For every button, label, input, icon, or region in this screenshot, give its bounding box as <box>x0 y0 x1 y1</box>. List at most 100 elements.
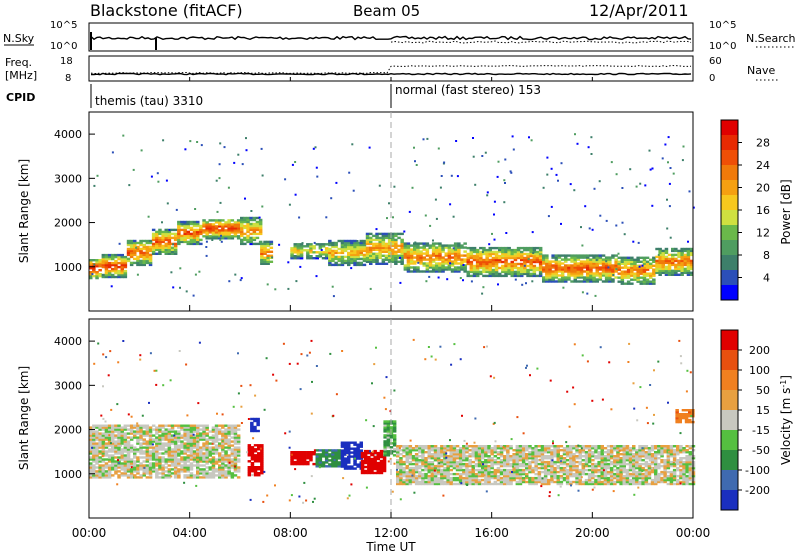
power-cell <box>642 272 647 275</box>
velocity-cell <box>584 445 589 448</box>
power-cell <box>595 280 599 283</box>
power-cell <box>296 253 301 256</box>
velocity-cell <box>484 466 488 470</box>
velocity-cell <box>496 476 501 480</box>
velocity-cell <box>597 474 601 478</box>
velocity-cell <box>192 440 197 443</box>
power-cell <box>151 252 156 255</box>
velocity-cell <box>493 472 498 476</box>
velocity-cell <box>340 441 345 444</box>
power-cell <box>158 252 162 255</box>
power-cell <box>655 255 659 259</box>
power-cell <box>133 239 137 243</box>
velocity-cell <box>350 467 354 470</box>
power-cell <box>246 228 250 232</box>
power-cell <box>494 268 499 272</box>
velocity-cell <box>334 449 338 452</box>
velocity-cell <box>192 476 197 479</box>
power-cell <box>347 241 351 245</box>
power-cell <box>564 268 568 271</box>
power-cell <box>475 270 480 274</box>
velocity-cell <box>581 459 586 462</box>
velocity-cell <box>506 464 510 468</box>
velocity-cell <box>603 462 608 466</box>
velocity-cell <box>518 451 523 454</box>
power-cell <box>353 261 357 265</box>
velocity-cell <box>233 462 238 465</box>
velocity-cell <box>414 470 419 474</box>
velocity-cell <box>609 449 614 452</box>
velocity-cell <box>597 476 601 480</box>
power-cell <box>111 263 115 267</box>
velocity-cell <box>515 457 520 460</box>
power-cell <box>661 261 665 265</box>
velocity-cell <box>202 442 206 445</box>
power-cell <box>475 264 480 268</box>
power-cell <box>472 266 477 270</box>
power-cell <box>667 259 672 263</box>
velocity-cell <box>474 468 479 472</box>
velocity-cell <box>418 447 422 450</box>
power-cell <box>397 260 401 263</box>
velocity-cell <box>515 462 520 466</box>
power-cell <box>92 274 96 278</box>
power-cell <box>551 266 555 269</box>
velocity-cell <box>104 446 109 449</box>
velocity-cell <box>123 444 128 447</box>
velocity-cell <box>484 459 488 462</box>
power-cell <box>227 221 231 224</box>
velocity-cell <box>458 460 463 464</box>
velocity-cell <box>379 471 384 475</box>
power-cell <box>636 278 640 281</box>
power-cell <box>202 235 206 238</box>
power-cell <box>158 230 162 234</box>
power-cell <box>516 254 521 258</box>
power-cell <box>123 275 128 279</box>
power-cell <box>435 248 439 251</box>
power-cell <box>466 258 470 262</box>
power-cell <box>645 274 650 277</box>
power-cell <box>416 266 420 269</box>
velocity-cell <box>528 476 532 480</box>
velocity-cell <box>443 453 447 456</box>
power-cell <box>129 245 134 249</box>
nsky-frame <box>88 22 694 52</box>
power-cell <box>240 218 244 222</box>
velocity-cell <box>556 445 560 448</box>
power-cell <box>485 268 489 272</box>
velocity-cell <box>224 472 228 475</box>
velocity-cell <box>619 462 623 466</box>
velocity-cell <box>117 440 121 443</box>
power-cell <box>255 236 260 240</box>
power-cell <box>449 262 452 265</box>
velocity-cell <box>411 470 416 474</box>
power-cell <box>479 270 483 274</box>
power-cell <box>529 274 533 278</box>
velocity-cell <box>133 450 137 453</box>
velocity-cell <box>578 453 582 456</box>
power-cell <box>347 259 351 263</box>
power-cell <box>394 234 398 238</box>
power-cell <box>510 171 513 174</box>
power-cell <box>397 248 401 251</box>
power-cell <box>384 254 389 257</box>
velocity-cell <box>315 461 319 464</box>
velocity-cell <box>230 430 235 433</box>
power-cell <box>453 242 458 245</box>
velocity-cell <box>528 468 532 472</box>
velocity-cell <box>562 460 567 464</box>
velocity-cell <box>177 468 181 471</box>
power-cell <box>101 261 106 265</box>
power-cell <box>460 244 464 247</box>
velocity-cell <box>350 451 354 454</box>
velocity-cell <box>133 452 137 455</box>
power-cell <box>598 180 601 183</box>
velocity-cell <box>155 474 159 477</box>
velocity-cell <box>521 457 526 460</box>
power-cell <box>104 255 109 259</box>
power-cell <box>192 222 197 226</box>
power-cell <box>406 268 411 271</box>
power-cell <box>252 224 257 228</box>
power-cell <box>356 263 360 267</box>
power-cell <box>535 254 540 258</box>
